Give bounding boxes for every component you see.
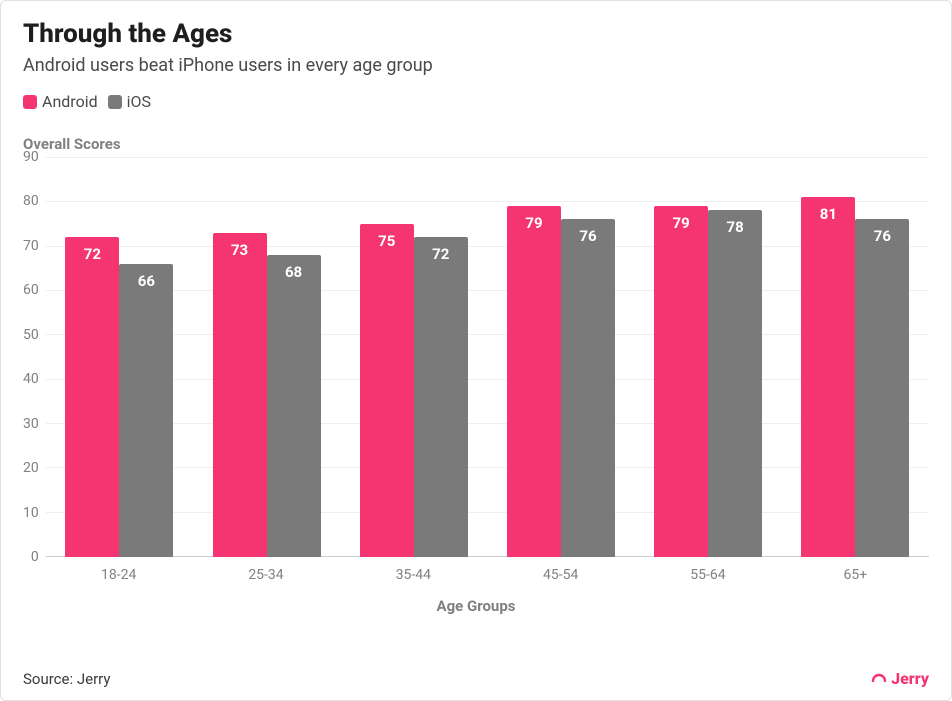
bar: 73 — [213, 233, 267, 557]
brand-icon — [871, 671, 887, 687]
x-tick-label: 25-34 — [192, 567, 339, 583]
brand-name: Jerry — [891, 669, 929, 688]
x-axis-labels: 18-2425-3435-4445-5455-6465+ — [45, 567, 929, 583]
bar-value-label: 66 — [119, 272, 173, 290]
bar-group: 7266 — [46, 237, 193, 557]
legend: Android iOS — [23, 92, 929, 111]
bars-layer: 726673687572797679788176 — [46, 157, 929, 557]
bar-value-label: 72 — [65, 245, 119, 263]
bar-value-label: 81 — [801, 205, 855, 223]
bar-group: 7368 — [193, 233, 340, 557]
bar-value-label: 76 — [855, 227, 909, 245]
bar-value-label: 78 — [708, 218, 762, 236]
bar-value-label: 75 — [360, 232, 414, 250]
bar: 72 — [414, 237, 468, 557]
bar-group: 7978 — [635, 206, 782, 557]
legend-swatch — [23, 95, 37, 109]
legend-label: iOS — [127, 92, 151, 111]
bar: 72 — [65, 237, 119, 557]
bar: 81 — [801, 197, 855, 557]
plot-area: 726673687572797679788176 — [45, 157, 929, 557]
bar-group: 7572 — [340, 224, 487, 557]
bar: 79 — [507, 206, 561, 557]
legend-item: iOS — [108, 92, 151, 111]
x-tick-label: 35-44 — [340, 567, 487, 583]
bar-group: 7976 — [487, 206, 634, 557]
brand-logo: Jerry — [871, 669, 929, 688]
x-tick-label: 55-64 — [634, 567, 781, 583]
bar: 78 — [708, 210, 762, 557]
bar: 66 — [119, 264, 173, 557]
bar: 79 — [654, 206, 708, 557]
bar-value-label: 73 — [213, 241, 267, 259]
bar-value-label: 72 — [414, 245, 468, 263]
legend-item: Android — [23, 92, 98, 111]
source-text: Source: Jerry — [23, 670, 110, 688]
bar-value-label: 68 — [267, 263, 321, 281]
legend-swatch — [108, 95, 122, 109]
bar-group: 8176 — [782, 197, 929, 557]
bar-value-label: 79 — [654, 214, 708, 232]
bar-value-label: 76 — [561, 227, 615, 245]
bar: 68 — [267, 255, 321, 557]
bar-value-label: 79 — [507, 214, 561, 232]
bar: 76 — [855, 219, 909, 557]
chart-title: Through the Ages — [23, 19, 929, 49]
legend-label: Android — [42, 92, 98, 111]
y-axis-ticks: 9080706050403020100 — [23, 157, 45, 557]
bar: 76 — [561, 219, 615, 557]
chart-area: 9080706050403020100 72667368757279767978… — [23, 157, 929, 557]
footer: Source: Jerry Jerry — [23, 669, 929, 688]
bar: 75 — [360, 224, 414, 557]
x-tick-label: 65+ — [782, 567, 929, 583]
chart-subtitle: Android users beat iPhone users in every… — [23, 55, 929, 76]
x-tick-label: 45-54 — [487, 567, 634, 583]
x-tick-label: 18-24 — [45, 567, 192, 583]
x-axis-title: Age Groups — [23, 597, 929, 615]
y-axis-title: Overall Scores — [23, 135, 929, 153]
